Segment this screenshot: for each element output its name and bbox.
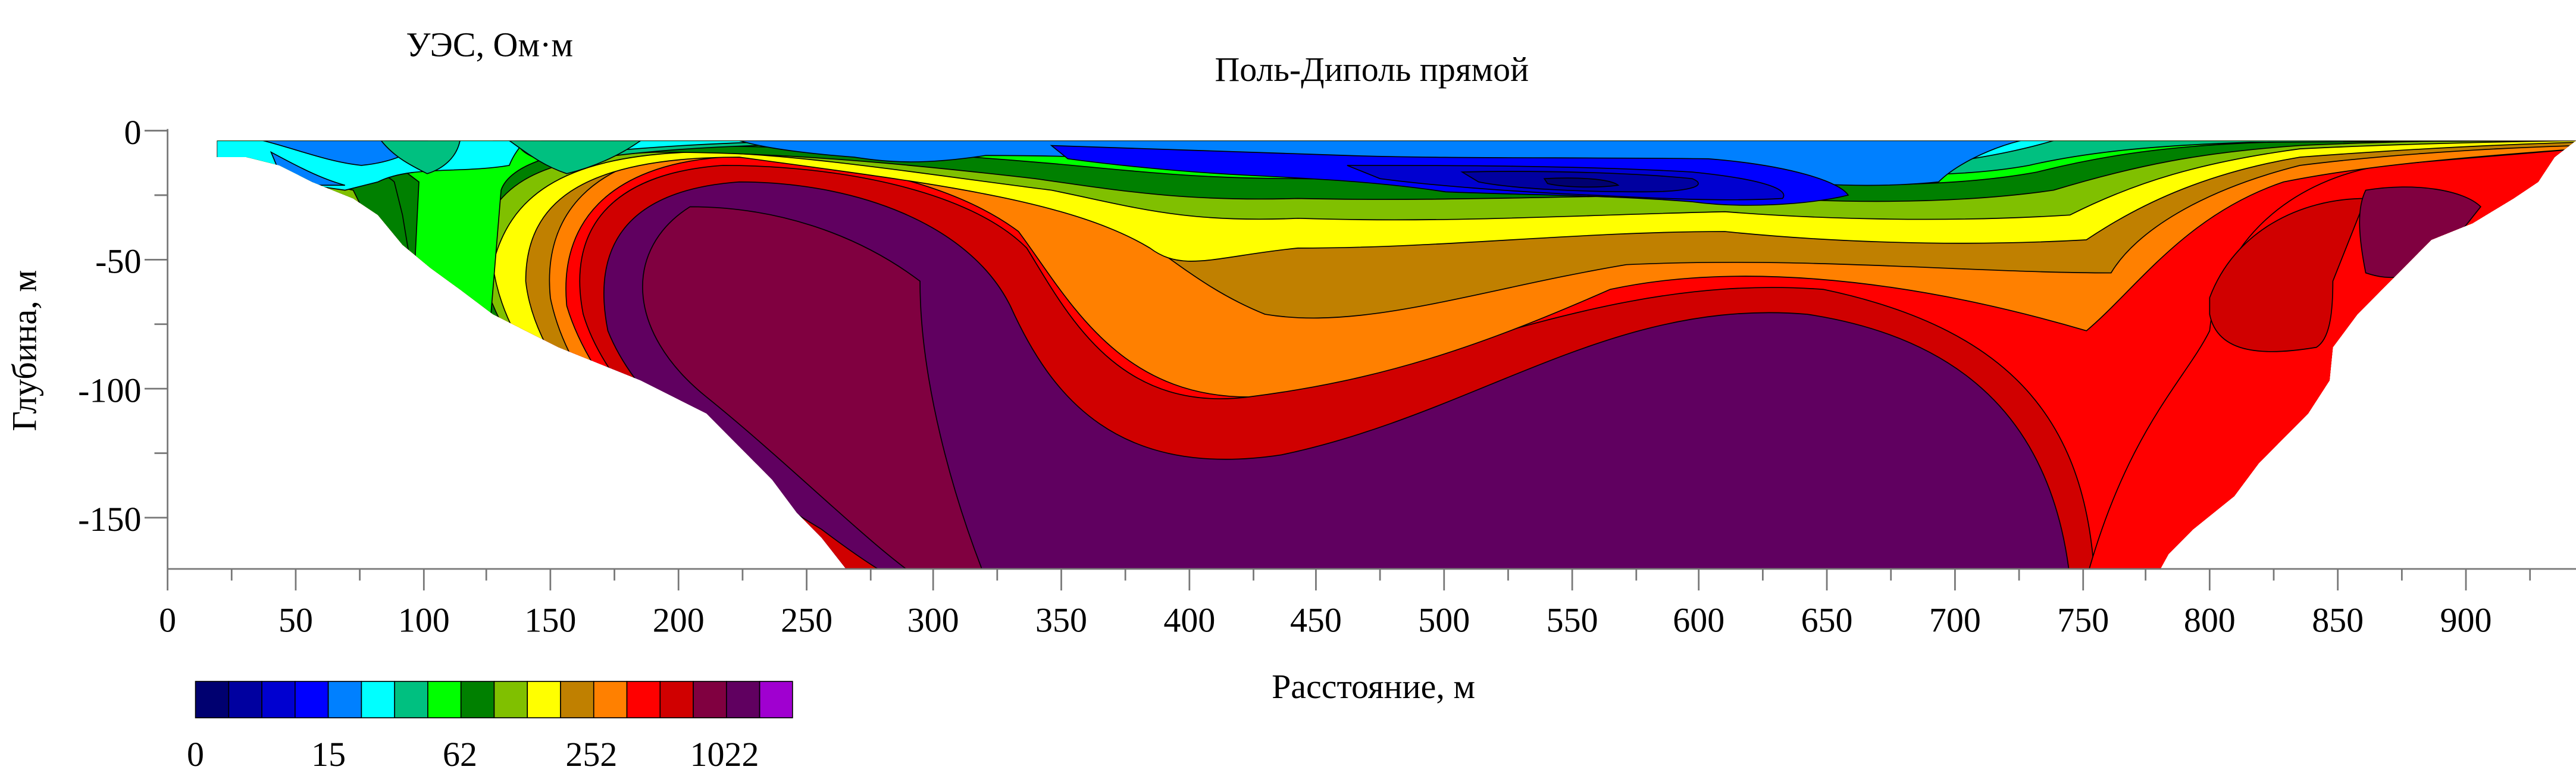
x-tick-label: 900 <box>2440 600 2492 639</box>
colorbar-swatch <box>659 681 694 719</box>
x-tick-label: 200 <box>653 600 705 639</box>
colorbar-swatch <box>693 681 727 719</box>
x-tick-label: 300 <box>907 600 959 639</box>
x-tick-label: 450 <box>1290 600 1342 639</box>
colorbar-swatch <box>560 681 594 719</box>
y-axis <box>144 129 168 570</box>
y-tick-label: -100 <box>78 371 141 409</box>
y-tick-labels: 0 -50 -100 -150 <box>78 113 141 539</box>
x-tick-label: 350 <box>1035 600 1087 639</box>
colorbar-swatch <box>261 681 296 719</box>
x-tick-label: 650 <box>1801 600 1853 639</box>
x-tick-label: 600 <box>1673 600 1724 639</box>
contour-plot <box>217 140 2576 570</box>
x-axis-label: Расстояние, м <box>1272 667 1475 706</box>
colorbar-swatch <box>195 681 230 719</box>
chart-title: Поль-Диполь прямой <box>1215 50 1529 89</box>
x-tick-label: 700 <box>1929 600 1981 639</box>
y-tick-label: 0 <box>124 113 141 152</box>
colorbar-swatch <box>759 681 793 719</box>
colorbar-swatch <box>527 681 561 719</box>
x-tick-label: 100 <box>398 600 450 639</box>
x-tick-label: 800 <box>2184 600 2236 639</box>
x-tick-label: 400 <box>1163 600 1215 639</box>
colorbar-label: 1022 <box>690 735 759 774</box>
x-axis <box>167 568 2576 591</box>
x-tick-label: 750 <box>2057 600 2109 639</box>
x-tick-label: 150 <box>524 600 576 639</box>
colorbar-swatch <box>394 681 428 719</box>
colorbar-swatch <box>460 681 495 719</box>
colorbar-swatch <box>228 681 262 719</box>
colorbar-label: 252 <box>565 735 617 774</box>
colorbar-label: 15 <box>311 735 346 774</box>
colorbar-swatch <box>361 681 395 719</box>
x-tick-label: 550 <box>1547 600 1598 639</box>
x-tick-label: 250 <box>781 600 832 639</box>
colorbar-swatch <box>493 681 528 719</box>
colorbar-label: 62 <box>443 735 477 774</box>
x-tick-label: 500 <box>1418 600 1470 639</box>
y-tick-label: -50 <box>95 242 141 280</box>
colorbar-swatch <box>295 681 329 719</box>
colorbar-title: УЭС, Ом·м <box>406 25 573 64</box>
colorbar-swatch <box>726 681 760 719</box>
colorbar-swatch <box>327 681 362 719</box>
x-tick-label: 0 <box>159 600 176 639</box>
colorbar-swatch <box>626 681 661 719</box>
y-axis-label: Глубина, м <box>5 270 44 431</box>
colorbar <box>195 681 793 719</box>
y-tick-label: -150 <box>78 500 141 539</box>
colorbar-swatch <box>427 681 462 719</box>
x-tick-label: 50 <box>278 600 313 639</box>
colorbar-labels: 0 15 62 252 1022 <box>187 735 759 774</box>
colorbar-swatch <box>593 681 628 719</box>
colorbar-label: 0 <box>187 735 204 774</box>
x-tick-labels: 0 50 100 150 200 250 300 350 400 450 500… <box>159 600 2492 639</box>
x-tick-label: 850 <box>2312 600 2364 639</box>
